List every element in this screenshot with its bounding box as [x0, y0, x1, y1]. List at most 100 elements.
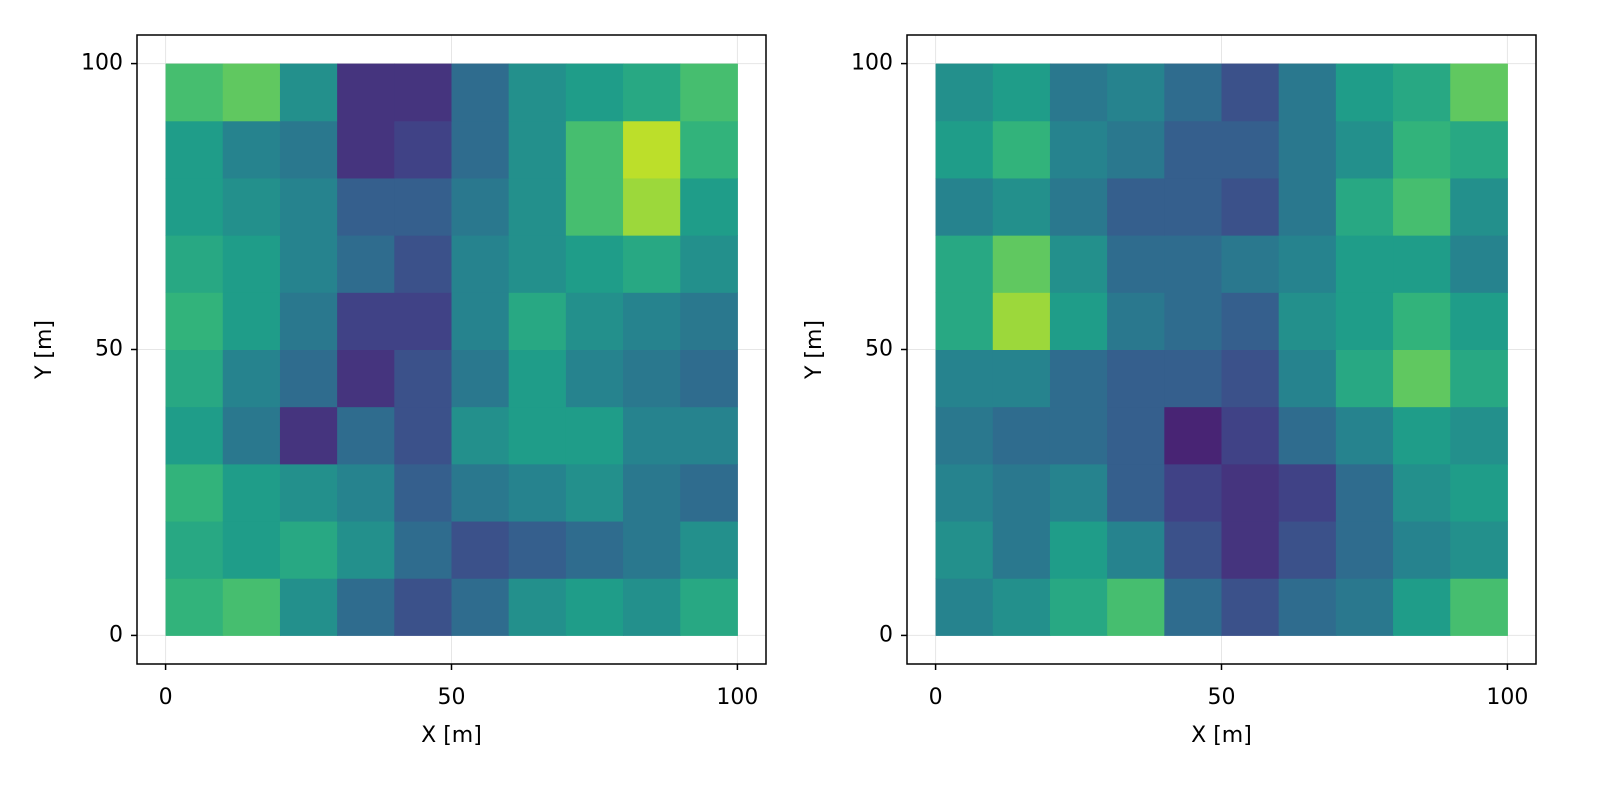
heatmap-cell: [1450, 292, 1508, 350]
heatmap-cell: [337, 177, 395, 236]
heatmap-cell: [1393, 63, 1451, 122]
heatmap-cell: [222, 578, 281, 636]
heatmap-cell: [1221, 521, 1280, 579]
heatmap-cell: [565, 120, 624, 179]
heatmap-cell: [1393, 177, 1451, 236]
heatmap-cell: [222, 120, 281, 179]
heatmap-cell: [165, 349, 224, 408]
heatmap-cell: [1278, 349, 1337, 408]
heatmap-cell: [1335, 578, 1394, 636]
heatmap-cell: [623, 521, 681, 579]
heatmap-cell: [222, 292, 281, 350]
heatmap-cell: [337, 578, 395, 636]
heatmap-cell: [1335, 63, 1394, 122]
heatmap-cell: [1278, 63, 1337, 122]
heatmap-cell: [165, 63, 224, 122]
heatmap-cell: [1393, 120, 1451, 179]
y-axis-label: Y [m]: [32, 320, 57, 380]
heatmap-cell: [1221, 177, 1280, 236]
heatmap-cell: [222, 63, 281, 122]
heatmap-cell: [935, 521, 994, 579]
heatmap-cell: [1393, 406, 1451, 465]
x-tick-label: 50: [438, 685, 466, 710]
heatmap-cell: [394, 235, 452, 293]
heatmap-cell: [508, 292, 567, 350]
heatmap-cell: [451, 120, 510, 179]
heatmap-cell: [394, 463, 452, 522]
heatmap-cell: [1221, 406, 1280, 465]
x-tick-label: 0: [159, 685, 173, 710]
x-tick-label: 50: [1208, 685, 1236, 710]
heatmap-cell: [680, 63, 738, 122]
heatmap-cell: [1049, 463, 1108, 522]
heatmap-cell: [1335, 349, 1394, 408]
heatmap-cell: [1278, 120, 1337, 179]
x-axis-label: X [m]: [1191, 723, 1252, 748]
heatmap-cell: [992, 406, 1051, 465]
x-tick-label: 100: [716, 685, 758, 710]
heatmap-cell: [680, 292, 738, 350]
heatmap-cell: [1335, 292, 1394, 350]
heatmap: [935, 63, 1508, 636]
heatmap-cell: [1164, 406, 1222, 465]
heatmap-cell: [1278, 406, 1337, 465]
heatmap-cell: [992, 292, 1051, 350]
heatmap-cell: [222, 521, 281, 579]
heatmap-cell: [1450, 235, 1508, 293]
heatmap-cell: [508, 120, 567, 179]
heatmap-cell: [1164, 521, 1222, 579]
heatmap-cell: [451, 521, 510, 579]
heatmap-cell: [279, 463, 338, 522]
heatmap-cell: [992, 63, 1051, 122]
heatmap-cell: [1393, 349, 1451, 408]
x-tick-label: 0: [929, 685, 943, 710]
heatmap-cell: [337, 120, 395, 179]
heatmap-cell: [451, 292, 510, 350]
heatmap-cell: [1107, 63, 1165, 122]
heatmap-cell: [279, 63, 338, 122]
heatmap-cell: [935, 177, 994, 236]
heatmap-cell: [508, 578, 567, 636]
heatmap-cell: [992, 578, 1051, 636]
heatmap-cell: [279, 120, 338, 179]
heatmap-cell: [451, 406, 510, 465]
heatmap-cell: [992, 177, 1051, 236]
heatmap-cell: [1049, 63, 1108, 122]
heatmap-cell: [165, 578, 224, 636]
heatmap-cell: [1393, 292, 1451, 350]
heatmap-cell: [1450, 349, 1508, 408]
heatmap-cell: [992, 349, 1051, 408]
heatmap-cell: [165, 177, 224, 236]
heatmap-cell: [1393, 235, 1451, 293]
x-axis-label: X [m]: [421, 723, 482, 748]
heatmap-cell: [992, 521, 1051, 579]
heatmap-cell: [1450, 177, 1508, 236]
heatmap-cell: [337, 463, 395, 522]
heatmap-cell: [680, 578, 738, 636]
heatmap-cell: [1450, 578, 1508, 636]
heatmap-cell: [394, 406, 452, 465]
heatmap-cell: [508, 463, 567, 522]
heatmap-cell: [935, 120, 994, 179]
heatmap-cell: [222, 235, 281, 293]
heatmap-cell: [1107, 521, 1165, 579]
heatmap-cell: [680, 463, 738, 522]
heatmap-cell: [279, 406, 338, 465]
y-tick-label: 0: [109, 622, 123, 647]
heatmap-cell: [623, 292, 681, 350]
y-tick-label: 0: [879, 622, 893, 647]
heatmap-cell: [623, 120, 681, 179]
heatmap-cell: [222, 349, 281, 408]
heatmap-cell: [1221, 349, 1280, 408]
heatmap-cell: [565, 235, 624, 293]
heatmap-cell: [337, 349, 395, 408]
heatmap-cell: [1164, 463, 1222, 522]
heatmap-cell: [1450, 521, 1508, 579]
heatmap-cell: [394, 349, 452, 408]
heatmap-cell: [222, 177, 281, 236]
heatmap-cell: [451, 63, 510, 122]
y-axis-label: Y [m]: [802, 320, 827, 380]
heatmap-cell: [222, 406, 281, 465]
heatmap-cell: [451, 463, 510, 522]
